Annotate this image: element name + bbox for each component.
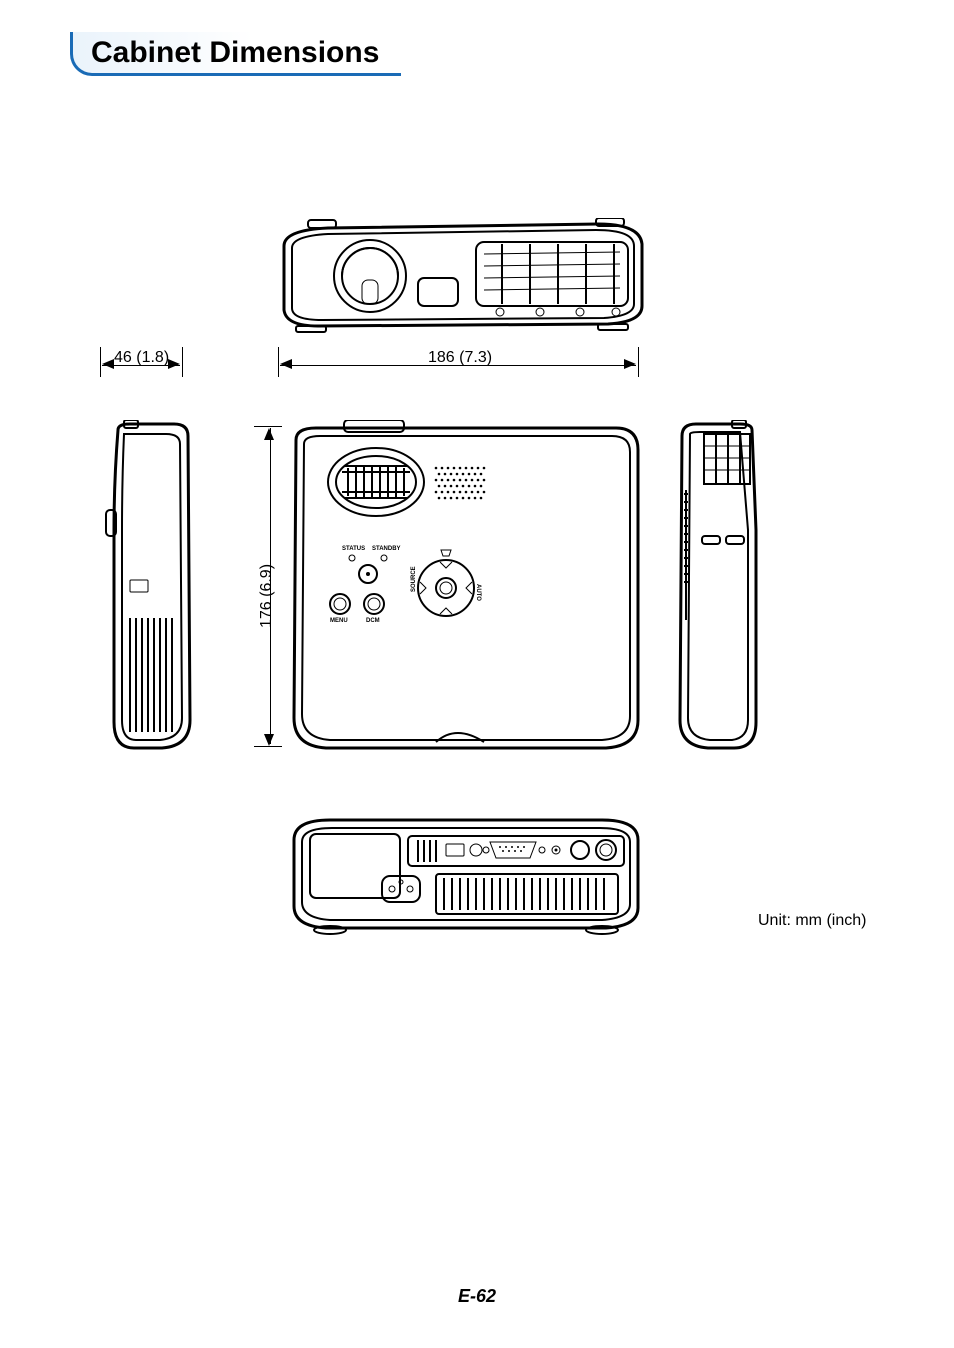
diagram-left-side-view <box>100 420 200 754</box>
diagram-right-side-view <box>670 420 770 754</box>
unit-note: Unit: mm (inch) <box>758 912 866 930</box>
label-dcm: DCM <box>366 618 380 624</box>
label-standby: STANDBY <box>372 546 401 552</box>
dimension-width-small: 46 (1.8) <box>100 355 190 377</box>
page-header: Cabinet Dimensions <box>70 32 880 92</box>
diagram-front-view <box>278 218 648 336</box>
label-source: SOURCE <box>411 566 417 592</box>
diagram-rear-view <box>286 810 646 938</box>
label-status: STATUS <box>342 546 365 552</box>
page-title: Cabinet Dimensions <box>70 32 401 76</box>
dimension-width-large: 186 (7.3) <box>278 355 646 377</box>
dimension-depth: 176 (6.9) <box>260 426 282 752</box>
label-auto: AUTO <box>475 584 481 601</box>
label-menu: MENU <box>330 618 348 624</box>
diagram-top-view: STATUS STANDBY MENU DCM SOURCE AUTO <box>286 420 646 756</box>
page-number: E-62 <box>0 1286 954 1307</box>
